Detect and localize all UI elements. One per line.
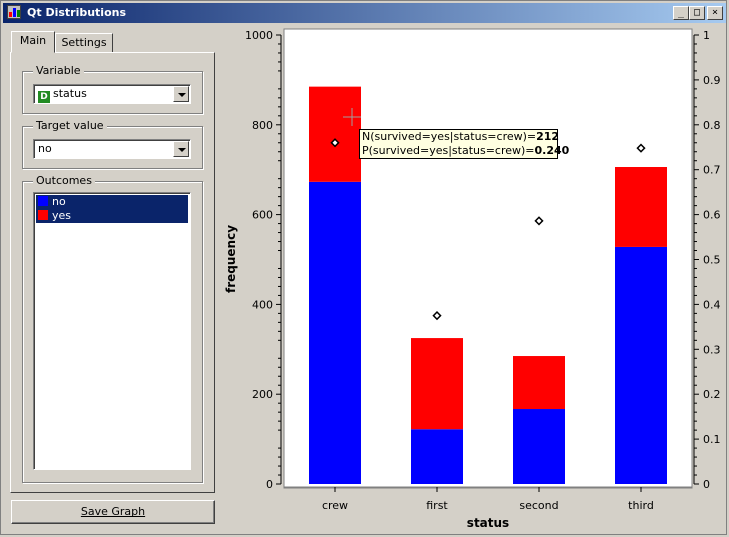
chevron-down-icon[interactable] bbox=[173, 86, 189, 102]
target-value-group: Target value no bbox=[22, 119, 203, 169]
x-tick-label: second bbox=[519, 499, 558, 512]
tooltip-line-count: N(survived=yes|status=crew)=212 bbox=[362, 130, 560, 143]
close-button[interactable]: × bbox=[707, 6, 723, 20]
y2-tick-label: 0.4 bbox=[703, 298, 721, 311]
target-value-combobox[interactable]: no bbox=[33, 139, 191, 159]
title-bar[interactable]: Qt Distributions _ □ × bbox=[3, 3, 726, 23]
y-tick-label: 0 bbox=[266, 478, 273, 491]
minimize-button[interactable]: _ bbox=[673, 6, 689, 20]
outcome-color-swatch bbox=[38, 210, 48, 220]
outcome-label: no bbox=[52, 195, 66, 208]
outcomes-listbox[interactable]: no yes bbox=[33, 192, 191, 470]
discrete-variable-icon: D bbox=[38, 91, 50, 103]
target-value-group-label: Target value bbox=[33, 119, 107, 132]
tab-main[interactable]: Main bbox=[11, 31, 55, 53]
x-tick-label: crew bbox=[322, 499, 348, 512]
y-tick-label: 600 bbox=[252, 209, 273, 222]
variable-group-label: Variable bbox=[33, 64, 84, 77]
y-tick-label: 800 bbox=[252, 119, 273, 132]
y-tick-label: 400 bbox=[252, 298, 273, 311]
bar-crew-no[interactable] bbox=[309, 181, 361, 484]
bar-second-no[interactable] bbox=[513, 409, 565, 484]
bar-third-yes[interactable] bbox=[615, 167, 667, 247]
list-item[interactable]: no bbox=[36, 195, 188, 209]
probability-marker-crew bbox=[330, 138, 340, 148]
outcomes-group: Outcomes no yes bbox=[22, 174, 203, 483]
bar-third-no[interactable] bbox=[615, 246, 667, 484]
outcome-color-swatch bbox=[38, 196, 48, 206]
save-graph-button[interactable]: Save Graph bbox=[11, 500, 215, 524]
y-tick-label: 1000 bbox=[245, 29, 273, 42]
bar-first-no[interactable] bbox=[411, 429, 463, 484]
chevron-down-icon[interactable] bbox=[173, 141, 189, 157]
x-tick-label: first bbox=[426, 499, 448, 512]
window-title: Qt Distributions bbox=[27, 6, 127, 19]
target-value-selected: no bbox=[38, 142, 52, 155]
app-icon bbox=[7, 5, 21, 19]
y2-tick-label: 0.7 bbox=[703, 164, 721, 177]
bar-tooltip: N(survived=yes|status=crew)=212 P(surviv… bbox=[359, 129, 570, 159]
bar-second-yes[interactable] bbox=[513, 356, 565, 410]
probability-marker-second bbox=[534, 216, 544, 226]
y2-tick-label: 0.6 bbox=[703, 209, 721, 222]
y2-tick-label: 0.8 bbox=[703, 119, 721, 132]
outcomes-group-label: Outcomes bbox=[33, 174, 95, 187]
bar-first-yes[interactable] bbox=[411, 338, 463, 430]
y2-tick-label: 0.3 bbox=[703, 343, 721, 356]
list-item[interactable]: yes bbox=[36, 209, 188, 223]
distribution-chart[interactable]: 0 200 400 600 800 1000 0 0.1 0.2 0.3 0.4 0.5 0.6 0.7… bbox=[221, 25, 726, 535]
bar-crew-yes[interactable] bbox=[309, 86, 361, 182]
y2-tick-label: 0 bbox=[703, 478, 710, 491]
y2-tick-label: 0.9 bbox=[703, 74, 721, 87]
probability-marker-third bbox=[636, 143, 646, 153]
y2-tick-label: 1 bbox=[703, 29, 710, 42]
y2-tick-label: 0.1 bbox=[703, 433, 721, 446]
y2-tick-label: 0.5 bbox=[703, 254, 721, 267]
maximize-button[interactable]: □ bbox=[689, 6, 705, 20]
y-axis-title: frequency bbox=[224, 225, 238, 293]
outcome-label: yes bbox=[52, 209, 72, 222]
tooltip-line-probability: P(survived=yes|status=crew)=0.240 bbox=[362, 144, 570, 157]
y-tick-label: 200 bbox=[252, 388, 273, 401]
x-axis-title: status bbox=[467, 516, 509, 530]
variable-selected-label: status bbox=[53, 87, 87, 100]
y2-tick-label: 0.2 bbox=[703, 388, 721, 401]
probability-marker-first bbox=[432, 311, 442, 321]
x-tick-label: third bbox=[628, 499, 654, 512]
crosshair-cursor bbox=[343, 108, 361, 126]
tab-settings[interactable]: Settings bbox=[55, 33, 113, 53]
